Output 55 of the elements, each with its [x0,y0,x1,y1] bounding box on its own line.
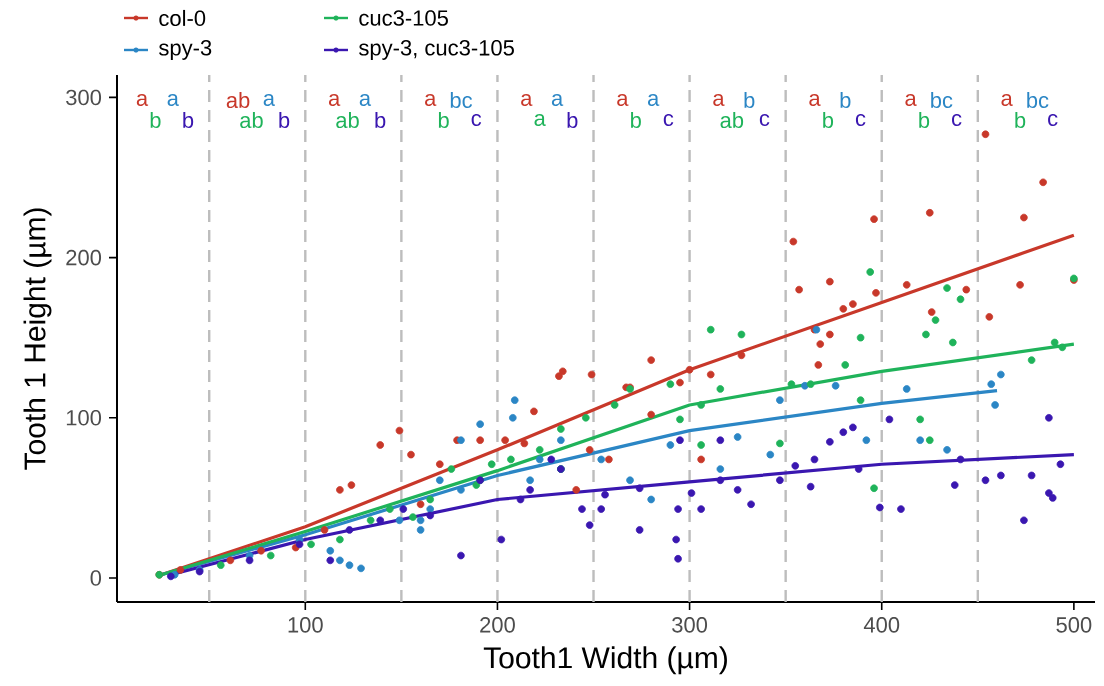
legend-label: spy-3, cuc3-105 [359,40,514,60]
y-tick-label: 200 [66,249,102,266]
annotation: a [328,93,341,107]
annotation: ab [720,111,744,129]
y-axis-title: Tooth 1 Height (µm) [23,208,52,470]
y-tick-label: 100 [66,410,102,426]
x-tick-label: 100 [288,617,323,633]
annotation: a [425,93,437,107]
annotation: a [905,93,917,107]
annotation: c [952,113,962,127]
x-tick-label: 300 [672,617,708,633]
annotation: c [663,113,674,127]
annotation: a [809,93,821,107]
legend-label: cuc3-105 [359,10,448,26]
annotation: ab [240,111,263,129]
annotation: b [279,111,290,129]
annotation: a [136,93,149,107]
annotation: b [744,91,755,109]
annotation: a [167,93,179,107]
annotation: b [823,111,834,129]
annotation: a [617,93,629,107]
annotation: bc [450,91,473,109]
annotation: ab [226,91,250,109]
annotation: b [183,111,194,129]
x-tick-label: 400 [863,617,900,633]
annotation: c [1048,113,1058,127]
annotation: b [375,111,386,129]
y-tick-label: 0 [90,570,102,586]
annotation: b [567,111,578,129]
annotation: c [855,113,866,127]
annotation: bc [931,91,953,109]
annotation: a [647,93,660,107]
annotation: a [521,93,533,107]
annotation: c [471,113,482,127]
annotation: a [551,93,564,107]
x-axis-title: Tooth1 Width (µm) [483,646,727,675]
annotation: b [919,111,930,129]
annotation: b [438,111,449,129]
annotation: b [1015,111,1026,129]
annotation: b [150,111,161,129]
annotation: a [534,113,546,127]
annotation: b [840,91,851,109]
annotation: a [359,93,372,107]
annotation: b [631,111,641,129]
annotation: a [263,93,275,107]
y-tick-label: 300 [66,89,102,106]
legend-label: spy-3 [159,40,212,60]
annotation: ab [336,111,359,129]
legend-label: col-0 [159,9,206,27]
annotation: bc [1027,91,1049,109]
annotation: a [713,93,725,107]
x-tick-label: 500 [1056,617,1092,633]
annotation: a [1001,93,1013,107]
x-tick-label: 200 [480,617,515,633]
annotation: c [759,113,770,127]
